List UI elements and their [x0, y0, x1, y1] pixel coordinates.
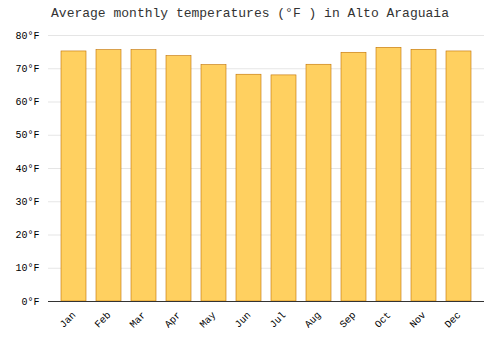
svg-text:50°F: 50°F [15, 130, 39, 141]
svg-text:0°F: 0°F [21, 297, 39, 308]
html-text:Average monthly temperatures (: Average monthly temperatures (°F ) in Al… [51, 6, 449, 21]
svg-text:Jun: Jun [233, 310, 254, 331]
svg-text:10°F: 10°F [15, 263, 39, 274]
svg-text:40°F: 40°F [15, 164, 39, 175]
svg-text:30°F: 30°F [15, 197, 39, 208]
svg-text:Jul: Jul [268, 310, 289, 331]
svg-text:Feb: Feb [93, 310, 114, 331]
svg-text:70°F: 70°F [15, 64, 39, 75]
svg-text:Mar: Mar [128, 310, 149, 331]
svg-text:Sep: Sep [338, 310, 359, 331]
svg-text:Aug: Aug [303, 310, 324, 331]
svg-text:Oct: Oct [373, 310, 394, 331]
svg-text:Jan: Jan [58, 310, 79, 331]
svg-text:Dec: Dec [443, 310, 464, 331]
svg-text:Apr: Apr [163, 310, 184, 331]
svg-text:Nov: Nov [408, 310, 429, 331]
svg-text:80°F: 80°F [15, 31, 39, 42]
svg-text:May: May [198, 310, 219, 331]
svg-text:60°F: 60°F [15, 97, 39, 108]
svg-text:20°F: 20°F [15, 230, 39, 241]
